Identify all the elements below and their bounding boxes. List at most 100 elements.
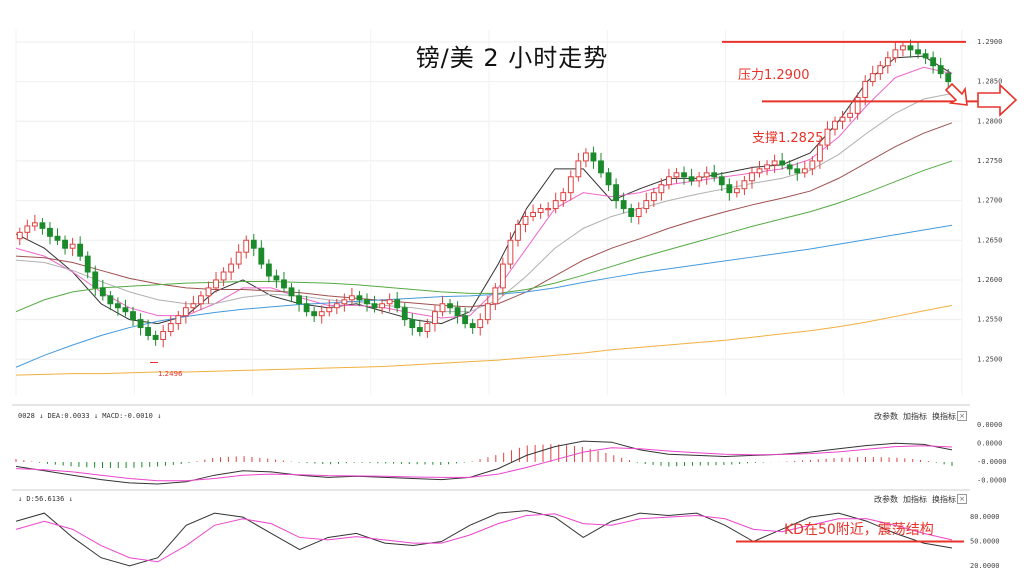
candle-up [477, 319, 484, 329]
candle-up [243, 239, 250, 253]
macd-add-indicator-button[interactable]: 加指标 [903, 412, 927, 421]
candle-up [582, 152, 589, 162]
candlestick-series [16, 39, 952, 363]
kd-k-line [15, 510, 953, 567]
candle-up [884, 57, 891, 67]
kd-close-icon[interactable]: × [957, 494, 967, 504]
candle-up [635, 208, 642, 217]
macd-tick-label: 0.0000 [977, 421, 1002, 429]
moving-average-line [15, 160, 953, 313]
kd-tick-label: 50.0000 [970, 538, 1000, 546]
candle-up [386, 299, 393, 305]
candle-up [190, 303, 197, 309]
macd-switch-indicator-button[interactable]: 换指标 [932, 412, 956, 421]
candle-down [371, 303, 378, 309]
candle-up [809, 160, 816, 170]
candle-down [454, 307, 461, 317]
candle-down [620, 200, 627, 210]
candle-down [930, 57, 937, 67]
candle-up [673, 172, 680, 178]
moving-average-line [15, 224, 953, 368]
candle-up [167, 323, 174, 333]
kd-d-line [15, 513, 953, 563]
price-tick-label: 1.2650 [977, 236, 1002, 244]
candle-down [364, 299, 370, 305]
candle-up [515, 223, 521, 241]
direction-arrows [944, 82, 1018, 117]
candle-up [205, 287, 212, 297]
candle-down [462, 315, 469, 325]
candle-up [507, 239, 514, 265]
kd-note: KD在50附近，震荡结构 [784, 522, 934, 538]
candle-up [220, 271, 227, 281]
price-tick-label: 1.2550 [977, 316, 1002, 324]
candle-down [122, 307, 129, 313]
candle-up [160, 331, 167, 340]
candle-down [922, 53, 929, 59]
candle-down [288, 287, 295, 297]
candle-up [318, 311, 325, 317]
kd-edit-params-button[interactable]: 改参数 [874, 495, 898, 504]
low-price-label: 1.2496 [158, 370, 183, 378]
candle-down [311, 311, 318, 317]
candle-up [749, 172, 755, 182]
macd-tick-label: -0.0000 [977, 477, 1007, 485]
kd-add-indicator-button[interactable]: 加指标 [903, 495, 927, 504]
kd-tick-label: 20.0000 [970, 562, 1000, 570]
candle-down [628, 208, 635, 217]
candle-down [688, 176, 695, 182]
candle-down [47, 227, 53, 237]
candle-up [432, 311, 438, 325]
resistance-label: 压力1.2900 [738, 68, 810, 83]
candle-up [666, 176, 672, 186]
candle-down [145, 327, 152, 336]
candle-down [401, 307, 408, 321]
candle-up [213, 279, 219, 289]
candle-down [296, 295, 302, 305]
candle-down [130, 311, 136, 321]
candle-up [31, 222, 38, 227]
candle-up [575, 160, 582, 178]
candle-up [756, 168, 763, 174]
candle-down [303, 303, 310, 313]
candle-up [439, 303, 446, 313]
candle-up [877, 65, 884, 75]
candle-up [379, 303, 386, 309]
moving-average-line [15, 122, 953, 308]
candle-down [281, 279, 287, 289]
moving-average-line [15, 55, 953, 325]
candle-down [107, 295, 114, 305]
support-label: 支撑1.2825 [752, 131, 824, 146]
candle-down [718, 176, 725, 186]
candle-up [764, 164, 770, 170]
kd-switch-indicator-button[interactable]: 换指标 [932, 495, 956, 504]
candle-down [394, 299, 401, 309]
candle-up [560, 192, 567, 202]
candle-up [326, 307, 333, 313]
candle-up [484, 303, 491, 321]
candle-up [869, 73, 876, 83]
candle-up [530, 212, 536, 217]
candle-down [469, 323, 476, 329]
candle-up [175, 315, 182, 325]
price-axis: 1.2900 1.2850 1.2800 1.2750 1.2700 1.2650 1.26… [977, 38, 1002, 363]
macd-edit-params-button[interactable]: 改参数 [874, 412, 898, 421]
macd-close-icon[interactable]: × [957, 411, 967, 421]
macd-tick-label: 0.0000 [977, 440, 1002, 448]
candle-down [711, 172, 718, 178]
candle-up [492, 287, 499, 305]
candle-down [99, 287, 106, 297]
moving-average-lines [15, 55, 953, 376]
candle-up [741, 180, 748, 190]
candle-down [447, 303, 453, 309]
candle-up [235, 251, 242, 265]
chart-title: 镑/美 2 小时走势 [415, 44, 609, 72]
candle-up [16, 231, 23, 240]
price-tick-label: 1.2700 [977, 197, 1002, 205]
macd-panel: 0.0000 0.0000 -0.0000 -0.0000 [15, 421, 1007, 485]
candle-down [77, 243, 84, 257]
candle-up [198, 295, 204, 305]
candle-down [915, 49, 921, 55]
candle-up [567, 176, 574, 194]
